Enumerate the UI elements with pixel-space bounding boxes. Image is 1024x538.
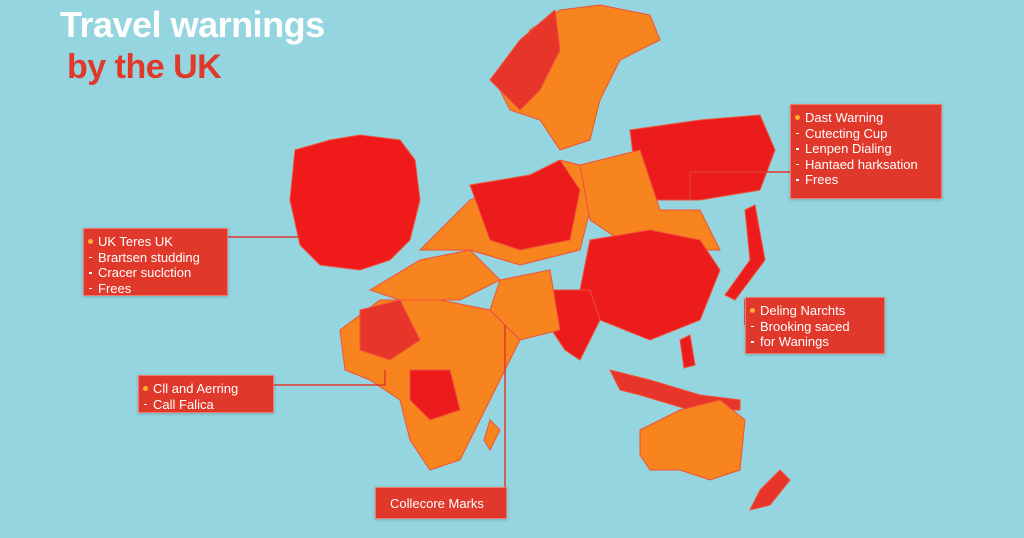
callout-heading: Cll and Aerring: [153, 381, 239, 396]
callout-heading-row: Deling Narchts: [750, 303, 874, 319]
callout-item-row: Frees: [796, 172, 931, 188]
callout-heading: UK Teres UK: [98, 234, 173, 249]
callout-item-row: Call Falica: [144, 396, 263, 413]
region: [749, 469, 791, 511]
callout-heading: Dast Warning: [805, 110, 884, 125]
region: [724, 204, 766, 301]
callout-item: Lenpen Dialing: [805, 141, 892, 156]
bullet-dash: [796, 148, 799, 150]
connector-line: [274, 370, 386, 386]
region: [579, 229, 721, 341]
bullet-dash: [751, 341, 754, 343]
region: [469, 159, 581, 251]
callout-heading: Collecore Marks: [390, 496, 484, 511]
callout-item: Cracer suclction: [98, 265, 192, 280]
bullet-dash: [89, 272, 92, 274]
region: [489, 9, 561, 111]
region: [409, 369, 461, 421]
subtitle: by the UK: [67, 48, 222, 86]
callout-item: Brartsen studding: [98, 249, 200, 265]
region: [359, 299, 421, 361]
callout-box: Deling Narchts Brooking saced for Wanings: [745, 297, 885, 354]
callout-item: Brooking saced: [760, 318, 850, 334]
region: [579, 149, 721, 251]
connector-line: [689, 171, 790, 200]
bullet-dash: [796, 179, 799, 181]
countries: [289, 4, 791, 511]
bullet-dash: [796, 132, 799, 134]
callout-item-row: Cutecting Cup: [796, 125, 931, 142]
callout-box: UK Teres UK Brartsen studding Cracer suclc…: [83, 228, 228, 296]
callout-item: Call Falica: [153, 396, 214, 412]
callout-item-row: for Wanings: [751, 334, 874, 350]
callout-item-row: Brooking saced: [751, 318, 874, 335]
callout-heading-row: UK Teres UK: [88, 234, 217, 250]
callout-item-row: Brartsen studding: [89, 249, 217, 266]
callout-item-row: Cracer suclction: [89, 265, 217, 281]
callout-item: Frees: [98, 280, 132, 296]
region: [483, 419, 501, 452]
region: [679, 334, 696, 369]
callout-item-row: Frees: [89, 280, 217, 297]
bullet-dot: [795, 115, 800, 120]
callout-box: Collecore Marks: [375, 487, 507, 519]
callout-box: Cll and Aerring Call Falica: [138, 375, 274, 413]
callout-heading: Deling Narchts: [760, 303, 846, 318]
region: [289, 134, 421, 271]
bullet-dot: [750, 308, 755, 313]
bullet-dot: [143, 386, 148, 391]
region: [489, 269, 561, 341]
bullet-dash: [796, 163, 799, 165]
bullet-dot: [88, 239, 93, 244]
bullet-dash: [144, 403, 147, 405]
title: Travel warnings: [60, 4, 325, 45]
bullet-dash: [751, 325, 754, 327]
callout-item: for Wanings: [760, 334, 829, 349]
callout-item: Hantaed harksation: [805, 156, 918, 172]
callout-item-row: Lenpen Dialing: [796, 141, 931, 157]
callout-heading-row: Collecore Marks: [390, 496, 496, 512]
callout-heading-row: Dast Warning: [795, 110, 931, 126]
callout-heading-row: Cll and Aerring: [143, 381, 263, 397]
region: [609, 369, 741, 411]
callout-item-row: Hantaed harksation: [796, 156, 931, 173]
bullet-dash: [89, 256, 92, 258]
callout-item: Frees: [805, 172, 839, 187]
region: [639, 399, 746, 481]
callout-item: Cutecting Cup: [805, 125, 888, 141]
bullet-dash: [89, 287, 92, 289]
callout-box: Dast Warning Cutecting Cup Lenpen Dialing H…: [790, 104, 942, 199]
